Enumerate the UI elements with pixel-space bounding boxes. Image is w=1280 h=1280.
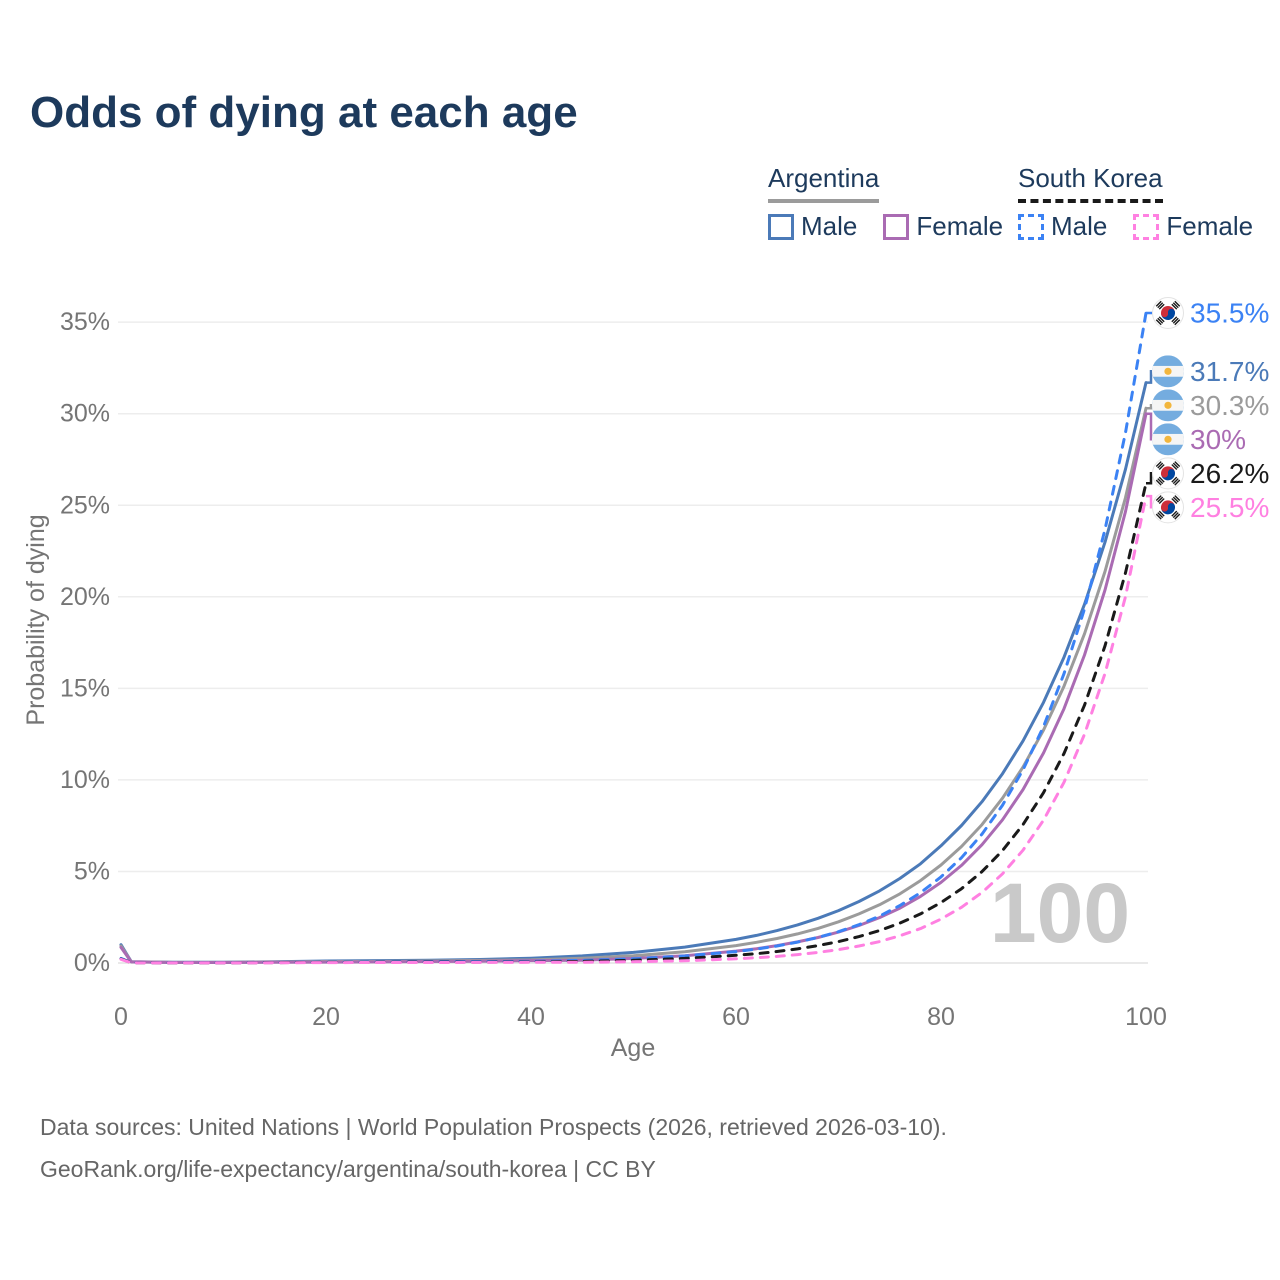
end-label-argentina: 30.3%	[1152, 389, 1269, 422]
argentina-flag-icon	[1152, 423, 1184, 456]
argentina-female-swatch-icon	[883, 213, 910, 240]
legend-country-argentina[interactable]: Argentina	[768, 163, 880, 203]
legend-item-argentina-male[interactable]: Male	[768, 211, 857, 242]
y-tick-label: 20%	[60, 583, 110, 611]
south-korea-male-swatch-icon	[1018, 213, 1044, 240]
legend-group-south-korea: South Korea Male Female	[1018, 163, 1253, 242]
y-tick-label: 35%	[60, 308, 110, 336]
end-label-south-korea: 26.2%	[1152, 457, 1269, 490]
end-label-south-korea-female: 25.5%	[1152, 491, 1269, 524]
end-label-connector-south-korea	[1146, 472, 1153, 485]
south-korea-flag-icon	[1152, 296, 1184, 329]
legend-group-argentina: Argentina Male Female	[768, 163, 1003, 242]
end-label-value: 30%	[1190, 424, 1246, 455]
x-axis-title: Age	[611, 1034, 655, 1062]
y-tick-label: 5%	[74, 857, 110, 885]
y-axis-title: Probability of dying	[22, 514, 50, 725]
end-label-connector-argentina-female	[1146, 412, 1153, 441]
end-label-argentina-female: 30%	[1152, 423, 1246, 456]
end-label-value: 26.2%	[1190, 458, 1269, 489]
y-tick-label: 0%	[74, 949, 110, 977]
end-label-connector-argentina-male	[1146, 370, 1153, 384]
legend-item-label: Female	[916, 211, 1004, 241]
end-label-connector-south-korea-female	[1146, 494, 1153, 509]
y-tick-label: 15%	[60, 674, 110, 702]
end-label-value: 31.7%	[1190, 356, 1269, 387]
legend-item-label: Female	[1166, 211, 1254, 241]
end-label-value: 35.5%	[1190, 297, 1269, 328]
footer-attribution-link: GeoRank.org/life-expectancy/argentina/so…	[40, 1156, 656, 1182]
x-tick-label: 100	[1125, 1003, 1167, 1031]
legend-items-argentina: Male Female	[768, 211, 1003, 242]
x-tick-label: 40	[517, 1003, 545, 1031]
x-tick-label: 60	[722, 1003, 750, 1031]
y-tick-label: 30%	[60, 400, 110, 428]
series-line-south-korea-female[interactable]	[119, 494, 1148, 965]
argentina-flag-icon	[1152, 355, 1184, 388]
south-korea-flag-icon	[1152, 457, 1184, 490]
footer-data-sources: Data sources: United Nations | World Pop…	[40, 1114, 947, 1140]
footer: Data sources: United Nations | World Pop…	[40, 1106, 947, 1190]
legend-country-south-korea[interactable]: South Korea	[1018, 163, 1163, 203]
end-label-value: 25.5%	[1190, 492, 1269, 523]
y-tick-label: 25%	[60, 491, 110, 519]
legend-item-south-korea-male[interactable]: Male	[1018, 211, 1107, 242]
legend-item-label: Male	[801, 211, 858, 241]
end-label-argentina-male: 31.7%	[1152, 355, 1269, 388]
age-watermark: 100	[990, 866, 1130, 960]
x-tick-label: 0	[114, 1003, 128, 1031]
legend-item-argentina-female[interactable]: Female	[883, 211, 1003, 242]
legend-item-label: Male	[1051, 211, 1108, 241]
south-korea-female-swatch-icon	[1133, 213, 1160, 240]
end-label-value: 30.3%	[1190, 390, 1269, 421]
x-tick-label: 80	[927, 1003, 955, 1031]
argentina-male-swatch-icon	[768, 213, 794, 240]
end-label-connector-argentina	[1146, 404, 1153, 410]
x-tick-label: 20	[312, 1003, 340, 1031]
south-korea-flag-icon	[1152, 491, 1184, 524]
legend-items-south-korea: Male Female	[1018, 211, 1253, 242]
argentina-flag-icon	[1152, 389, 1184, 422]
legend-item-south-korea-female[interactable]: Female	[1133, 211, 1253, 242]
y-tick-label: 10%	[60, 766, 110, 794]
page-title: Odds of dying at each age	[30, 88, 578, 137]
end-label-south-korea-male: 35.5%	[1152, 296, 1269, 329]
